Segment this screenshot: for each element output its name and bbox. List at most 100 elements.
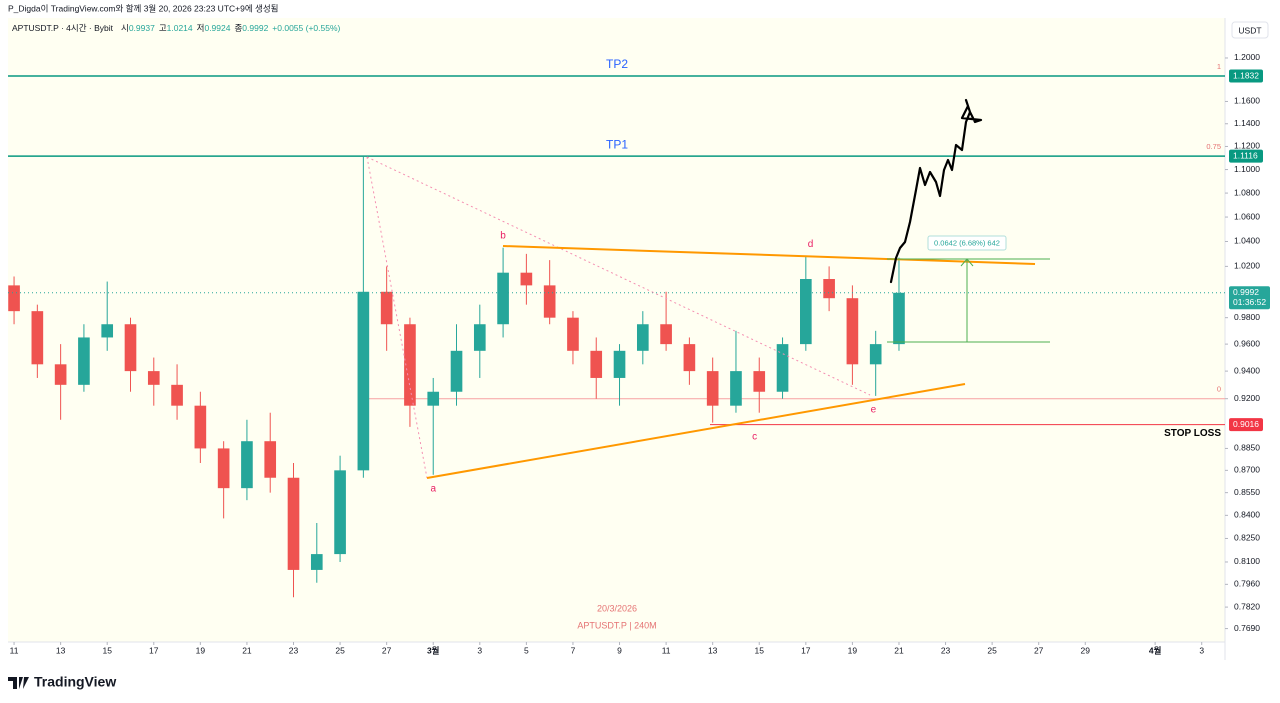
- y-tick-label: 0.7820: [1234, 601, 1260, 611]
- price-box: [1229, 149, 1263, 163]
- y-tick-label: 0.8550: [1234, 487, 1260, 497]
- x-tick-label: 25: [987, 645, 997, 655]
- price-label: 1.1116: [1233, 150, 1258, 160]
- candle-body: [893, 292, 905, 345]
- ohlc-label: 고: [159, 23, 167, 33]
- wave-label: c: [752, 431, 757, 442]
- y-tick-label: 1.0800: [1234, 187, 1260, 197]
- measure-box: [927, 235, 1007, 251]
- ohlc-label: 저: [197, 23, 205, 33]
- price-label: 1.1832: [1233, 70, 1259, 80]
- y-tick-label: 0.9800: [1234, 312, 1260, 322]
- x-tick-label: 11: [662, 645, 671, 655]
- triangle-lower: [426, 383, 966, 479]
- caption: P_Digda이 TradingView.com와 함께 3월 20, 2026…: [8, 3, 279, 13]
- ohlc-label: 시: [121, 23, 129, 33]
- y-tick-label: 1.1400: [1234, 118, 1260, 128]
- candle-body: [101, 324, 114, 338]
- x-tick-label: 11: [10, 645, 19, 655]
- wave-label: a: [430, 483, 436, 494]
- x-tick-label: 19: [848, 645, 858, 655]
- y-tick-label: 0.9200: [1234, 393, 1260, 403]
- candle-body: [660, 324, 672, 345]
- candle-body: [31, 311, 44, 365]
- y-tick-label: 0.8100: [1234, 556, 1260, 566]
- y-tick-label: 0.8850: [1234, 443, 1260, 453]
- ohlc-value: 0.9992: [242, 23, 268, 33]
- x-tick-label: 19: [196, 645, 206, 655]
- countdown: 01:36:52: [1233, 297, 1266, 307]
- candle-body: [567, 317, 579, 351]
- fib-label: 0.75: [1206, 142, 1221, 151]
- last-price: 0.9992: [1233, 287, 1259, 297]
- watermark: 20/3/2026: [597, 603, 637, 613]
- level-name: TP2: [606, 57, 628, 71]
- price-box: [1229, 69, 1263, 83]
- level-name: STOP LOSS: [1164, 428, 1221, 439]
- candle-body: [334, 470, 346, 555]
- x-tick-label: 21: [894, 645, 904, 655]
- plot-area: [8, 18, 1225, 642]
- candle-body: [823, 279, 835, 299]
- candle-body: [590, 350, 603, 378]
- candle-body: [264, 441, 277, 478]
- drawings: 0.0642 (6.68%) 642: [366, 98, 1050, 479]
- measure-label: 0.0642 (6.68%) 642: [934, 238, 1000, 247]
- x-tick-label: 27: [1034, 645, 1044, 655]
- x-tick-label: 17: [801, 645, 811, 655]
- x-tick-label: 21: [242, 645, 252, 655]
- candle-body: [683, 344, 696, 372]
- candle-body: [730, 371, 742, 406]
- ohlc-value: 0.9924: [204, 23, 230, 33]
- symbol-info: APTUSDT.P · 4시간 · Bybit 시0.9937 고1.0214 저0.…: [12, 23, 341, 33]
- x-tick-label: 13: [708, 645, 718, 655]
- candle-body: [357, 291, 370, 471]
- fib-label: 1: [1217, 62, 1221, 71]
- x-tick-label: 23: [941, 645, 951, 655]
- logo-text: TradingView: [34, 674, 116, 690]
- wave-label: b: [500, 230, 506, 241]
- y-tick-label: 1.1200: [1234, 141, 1260, 151]
- x-tick-label: 5: [524, 645, 529, 655]
- candle-body: [147, 371, 160, 385]
- fib-label: 0: [1217, 385, 1221, 394]
- candle-body: [380, 291, 393, 325]
- logo-icon: [8, 677, 29, 689]
- y-tick-label: 0.9600: [1234, 338, 1260, 348]
- price-box: [1229, 418, 1263, 432]
- ohlc-value: 1.0214: [167, 23, 193, 33]
- x-tick-label: 15: [102, 645, 112, 655]
- candle-body: [287, 477, 300, 570]
- candle-body: [310, 554, 323, 570]
- candle-body: [54, 364, 67, 385]
- x-tick-label: 7: [571, 645, 576, 655]
- y-tick-label: 0.8250: [1234, 533, 1260, 543]
- y-tick-label: 1.1000: [1234, 164, 1260, 174]
- watermark: APTUSDT.P | 240M: [577, 620, 656, 630]
- x-tick-label: 25: [335, 645, 345, 655]
- y-tick-label: 1.0400: [1234, 236, 1260, 246]
- candle-body: [217, 448, 230, 489]
- level-name: TP1: [606, 137, 628, 151]
- candle-body: [241, 441, 253, 489]
- candle-body: [613, 350, 626, 378]
- candle-body: [800, 279, 812, 345]
- candle-body: [520, 272, 533, 286]
- x-tick-label: 17: [149, 645, 159, 655]
- measure-arrowhead: [960, 258, 974, 267]
- change: +0.0055 (+0.55%): [272, 23, 340, 33]
- ohlc-value: 0.9937: [129, 23, 155, 33]
- last-price-box: [1229, 286, 1270, 310]
- candle-body: [543, 285, 556, 318]
- projection-sketch: [889, 98, 983, 284]
- x-tick-label: 3: [1199, 645, 1204, 655]
- candle-body: [194, 405, 207, 449]
- x-tick-label: 23: [289, 645, 299, 655]
- triangle-upper: [502, 245, 1036, 265]
- y-tick-label: 1.0600: [1234, 211, 1260, 221]
- symbol: APTUSDT.P · 4시간 · Bybit: [12, 23, 114, 33]
- x-tick-label: 3: [477, 645, 482, 655]
- x-tick-label: 27: [382, 645, 392, 655]
